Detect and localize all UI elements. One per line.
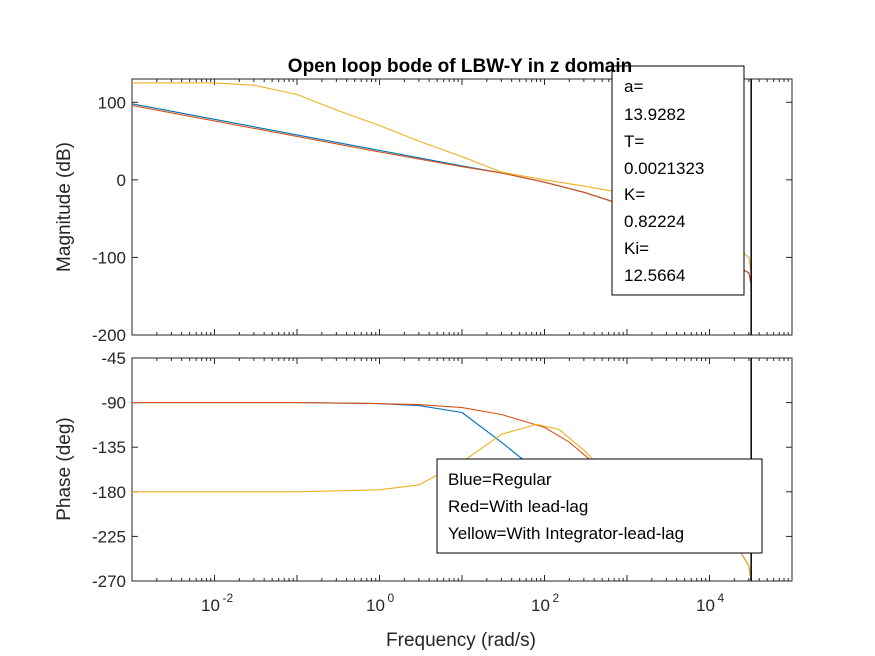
x-tick-exponent: 2 xyxy=(553,591,560,605)
y-tick-label: -180 xyxy=(92,483,126,502)
annotation-line: T= xyxy=(624,132,644,151)
y-tick-label: -100 xyxy=(92,248,126,267)
x-axis-label: Frequency (rad/s) xyxy=(386,630,536,651)
annotation-line: 0.0021323 xyxy=(624,159,704,178)
x-tick-exponent: 0 xyxy=(388,591,395,605)
legend-entry: Red=With lead-lag xyxy=(448,497,588,516)
legend-entry: Yellow=With Integrator-lead-lag xyxy=(448,524,684,543)
phase-ylabel: Phase (deg) xyxy=(54,417,75,521)
annotation-line: 0.82224 xyxy=(624,212,685,231)
annotation-line: 13.9282 xyxy=(624,105,685,124)
x-tick-label: 10 xyxy=(201,596,220,615)
annotation-line: Ki= xyxy=(624,239,649,258)
annotation-box-frame xyxy=(611,65,745,296)
chart-title: Open loop bode of LBW-Y in z domain xyxy=(288,56,632,77)
y-tick-label: 0 xyxy=(117,171,126,190)
annotation-line: K= xyxy=(624,185,645,204)
annotation-line: a= xyxy=(624,77,643,96)
legend-box-frame xyxy=(436,458,763,554)
annotation-line: 12.5664 xyxy=(624,266,685,285)
x-tick-label: 10 xyxy=(696,596,715,615)
legend-entry: Blue=Regular xyxy=(448,470,552,489)
annotation-box: a= 13.9282 T= 0.0021323 K= 0.82224 Ki= 1… xyxy=(611,65,745,296)
y-tick-label: 100 xyxy=(98,93,126,112)
y-tick-label: -45 xyxy=(101,349,126,368)
magnitude-ylabel: Magnitude (dB) xyxy=(54,142,75,272)
x-tick-label: 10 xyxy=(366,596,385,615)
y-tick-label: -225 xyxy=(92,527,126,546)
y-tick-label: -90 xyxy=(101,394,126,413)
x-tick-exponent: -2 xyxy=(223,591,234,605)
x-tick-exponent: 4 xyxy=(718,591,725,605)
x-tick-label: 10 xyxy=(531,596,550,615)
magnitude-axes: 100 0 -100 -200 Magnitude (dB) a= 13.9282 T… xyxy=(54,56,793,345)
y-tick-label: -270 xyxy=(92,572,126,591)
y-tick-label: -200 xyxy=(92,326,126,345)
legend-box: Blue=Regular Red=With lead-lag Yellow=Wi… xyxy=(436,458,763,554)
y-tick-label: -135 xyxy=(92,438,126,457)
